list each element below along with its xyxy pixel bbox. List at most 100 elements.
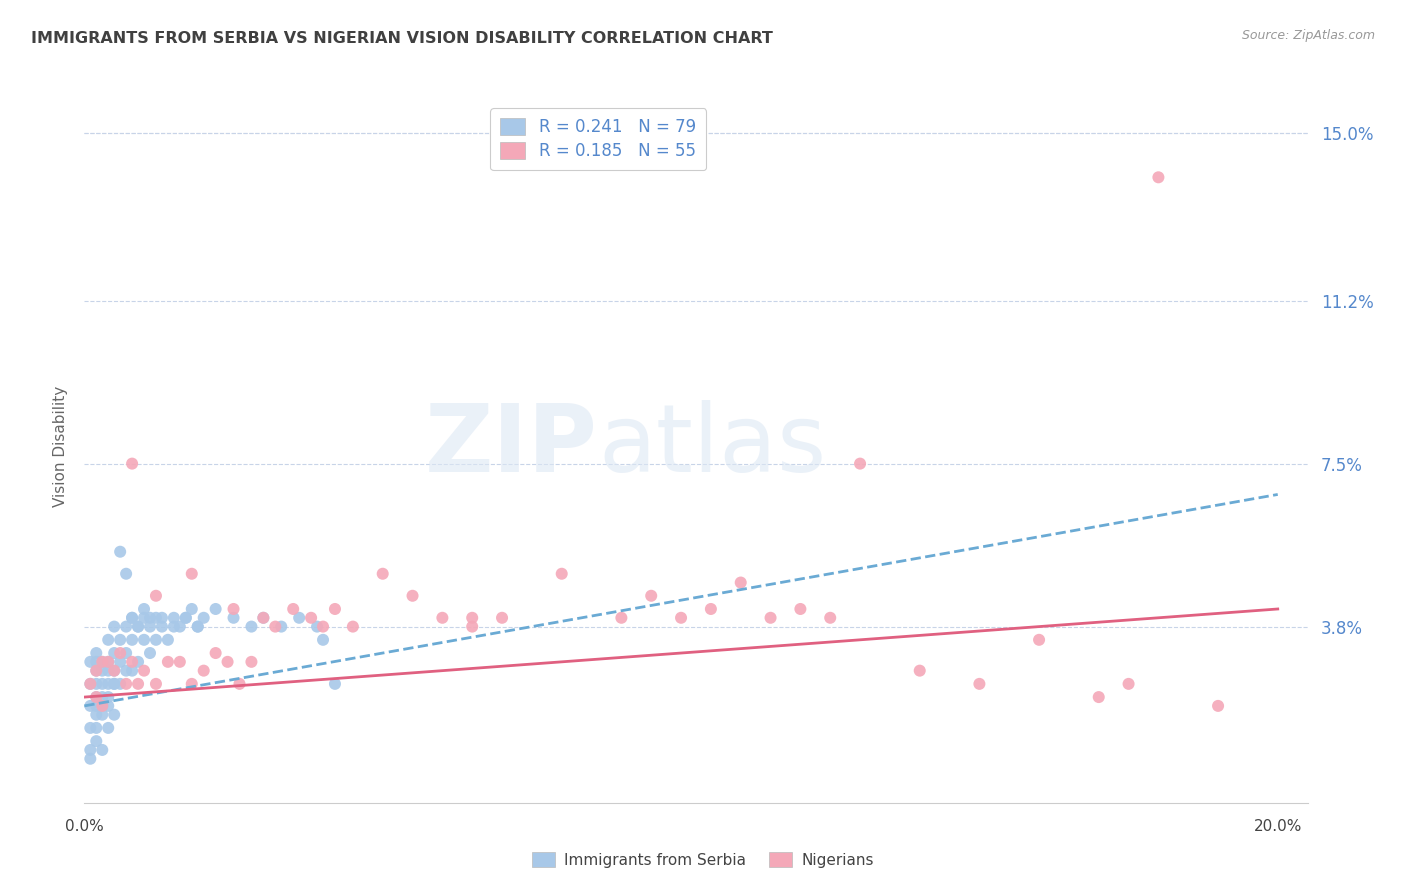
Point <box>180 566 202 581</box>
Point <box>240 619 263 633</box>
Point <box>84 698 107 713</box>
Point <box>97 632 120 647</box>
Legend: Immigrants from Serbia, Nigerians: Immigrants from Serbia, Nigerians <box>526 846 880 873</box>
Point <box>103 707 125 722</box>
Point <box>730 575 752 590</box>
Point <box>132 632 155 647</box>
Point <box>97 690 120 704</box>
Point <box>79 698 101 713</box>
Point <box>127 655 149 669</box>
Point <box>818 611 841 625</box>
Point <box>97 677 120 691</box>
Point <box>228 677 250 691</box>
Point <box>150 611 173 625</box>
Point <box>1118 677 1140 691</box>
Point <box>187 619 209 633</box>
Text: Source: ZipAtlas.com: Source: ZipAtlas.com <box>1241 29 1375 42</box>
Point <box>145 611 167 625</box>
Point <box>115 646 138 660</box>
Point <box>163 611 186 625</box>
Point <box>252 611 274 625</box>
Point <box>1206 698 1229 713</box>
Point <box>139 646 162 660</box>
Point <box>132 611 155 625</box>
Point <box>84 690 107 704</box>
Point <box>491 611 513 625</box>
Point <box>121 611 143 625</box>
Point <box>121 664 143 678</box>
Point <box>1087 690 1109 704</box>
Point <box>84 677 107 691</box>
Point <box>299 611 322 625</box>
Point <box>91 698 114 713</box>
Point <box>121 611 143 625</box>
Point <box>132 664 155 678</box>
Point <box>79 743 101 757</box>
Point <box>204 646 226 660</box>
Point <box>97 664 120 678</box>
Point <box>156 632 179 647</box>
Point <box>84 664 107 678</box>
Point <box>222 602 245 616</box>
Point <box>121 457 143 471</box>
Point <box>79 655 101 669</box>
Point <box>217 655 239 669</box>
Y-axis label: Vision Disability: Vision Disability <box>52 385 67 507</box>
Point <box>108 655 131 669</box>
Point <box>91 698 114 713</box>
Point <box>640 589 662 603</box>
Point <box>84 664 107 678</box>
Point <box>283 602 305 616</box>
Point <box>103 619 125 633</box>
Point <box>240 655 263 669</box>
Point <box>174 611 197 625</box>
Point <box>97 655 120 669</box>
Point <box>127 619 149 633</box>
Point <box>91 664 114 678</box>
Point <box>91 655 114 669</box>
Point <box>222 611 245 625</box>
Point <box>103 677 125 691</box>
Point <box>789 602 811 616</box>
Point <box>169 655 191 669</box>
Point <box>180 677 202 691</box>
Point <box>108 646 131 660</box>
Point <box>84 655 107 669</box>
Point <box>1147 170 1170 185</box>
Point <box>115 566 138 581</box>
Point <box>288 611 311 625</box>
Point <box>401 589 423 603</box>
Point <box>323 602 346 616</box>
Point <box>270 619 292 633</box>
Point <box>342 619 364 633</box>
Point <box>121 655 143 669</box>
Point <box>759 611 782 625</box>
Point <box>323 677 346 691</box>
Point <box>103 664 125 678</box>
Point <box>84 734 107 748</box>
Point <box>97 655 120 669</box>
Point <box>204 602 226 616</box>
Point <box>1028 632 1050 647</box>
Point <box>103 664 125 678</box>
Text: atlas: atlas <box>598 400 827 492</box>
Point <box>132 602 155 616</box>
Point <box>115 619 138 633</box>
Point <box>461 611 484 625</box>
Point <box>127 677 149 691</box>
Point <box>103 677 125 691</box>
Point <box>180 602 202 616</box>
Point <box>169 619 191 633</box>
Point <box>145 589 167 603</box>
Point <box>108 545 131 559</box>
Point <box>908 664 931 678</box>
Point <box>91 677 114 691</box>
Point <box>115 664 138 678</box>
Point <box>97 721 120 735</box>
Point <box>461 619 484 633</box>
Point <box>307 619 329 633</box>
Point <box>84 646 107 660</box>
Point <box>127 619 149 633</box>
Text: IMMIGRANTS FROM SERBIA VS NIGERIAN VISION DISABILITY CORRELATION CHART: IMMIGRANTS FROM SERBIA VS NIGERIAN VISIO… <box>31 31 773 46</box>
Legend: R = 0.241   N = 79, R = 0.185   N = 55: R = 0.241 N = 79, R = 0.185 N = 55 <box>491 108 706 170</box>
